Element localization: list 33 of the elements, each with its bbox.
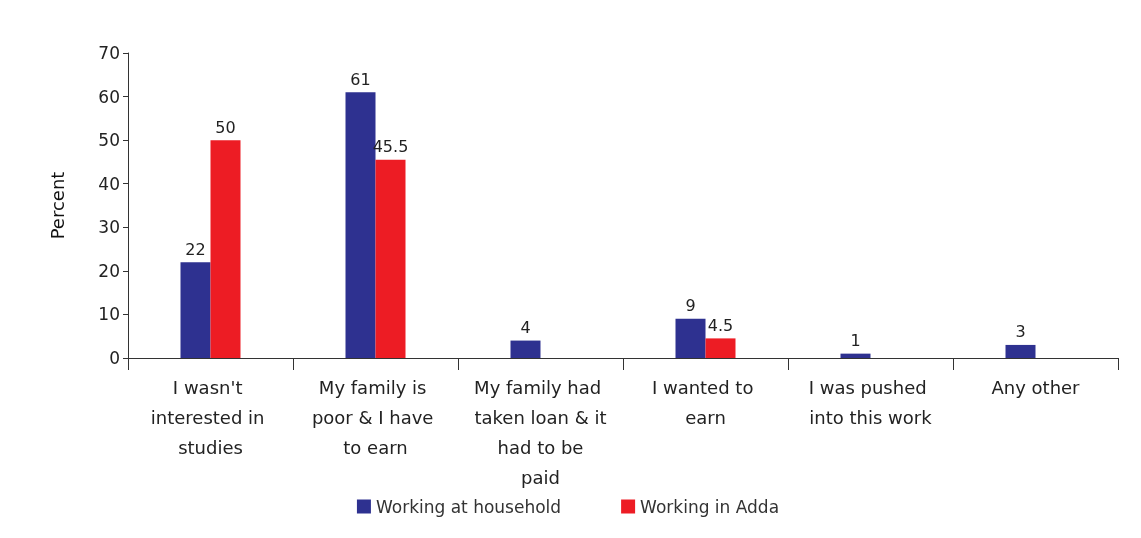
y-tick-label: 60 [98,86,120,107]
y-tick-label: 0 [109,348,120,368]
x-tick-label: I wanted to earn [651,376,760,428]
data-label: 3 [1015,322,1026,342]
bar [180,262,211,358]
bar [675,318,706,358]
bar [210,140,241,358]
data-label: 22 [185,239,206,259]
x-tick-label: I was pushed into this work [808,376,933,428]
y-tick-label: 10 [98,304,120,325]
x-tick-label: I wasn't interested in studies [150,376,271,458]
y-tick-label: 50 [98,130,120,151]
y-tick-label: 70 [98,43,120,63]
y-axis-title: Percent [46,171,68,240]
bar [1005,344,1036,358]
legend-label: Working in Adda [640,496,780,517]
y-tick-label: 20 [98,260,120,281]
x-tick-label: My family had taken loan & it had to be paid [474,376,607,488]
data-label: 9 [685,296,696,316]
data-label: 4 [520,318,531,338]
bar [375,159,406,358]
x-tick-label: Any other [991,376,1081,398]
y-tick-label: 30 [98,217,120,238]
data-label: 50 [215,117,236,137]
data-label: 61 [350,69,371,89]
bar [510,340,541,358]
x-tick-label: My family is poor & I have to earn [311,376,440,458]
data-label: 4.5 [707,315,734,335]
bar [840,353,871,358]
data-label: 1 [850,331,861,351]
legend-label: Working at household [375,496,562,517]
y-tick-label: 40 [98,173,120,194]
bar [705,338,736,358]
